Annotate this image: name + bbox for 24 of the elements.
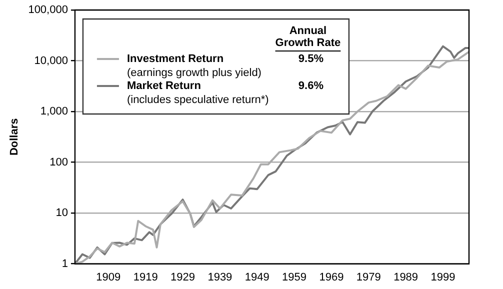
y-tick-label: 10 <box>56 207 68 220</box>
legend-label: Investment Return <box>126 53 224 66</box>
legend-label: Market Return <box>126 80 202 92</box>
annotation: (includes speculative return*) <box>126 94 269 106</box>
y-tick-label: 10,000 <box>34 54 68 67</box>
y-tick-label: 1,000 <box>40 106 68 118</box>
y-tick-label: 1 <box>62 258 68 270</box>
x-tick-label: 1949 <box>244 271 270 284</box>
x-tick-label: 1959 <box>282 271 307 284</box>
x-tick-label: 1989 <box>394 271 418 284</box>
x-tick-label: 1939 <box>208 271 232 284</box>
x-tick-label: 1999 <box>430 271 456 284</box>
x-tick-label: 1909 <box>96 271 121 284</box>
x-tick-label: 1979 <box>356 271 381 284</box>
y-tick-label: 100 <box>50 156 68 168</box>
annotation: 9.5% <box>298 53 324 66</box>
annotation: Annual Growth Rate <box>275 25 341 50</box>
x-tick-label: 1969 <box>319 271 344 284</box>
annotation: 9.6% <box>298 80 324 92</box>
annotation: (earnings growth plus yield) <box>126 67 262 80</box>
x-tick-label: 1929 <box>170 271 196 284</box>
x-tick-label: 1919 <box>133 271 158 284</box>
y-tick-label: 100,000 <box>28 4 68 16</box>
y-axis-title: Dollars <box>8 118 21 156</box>
